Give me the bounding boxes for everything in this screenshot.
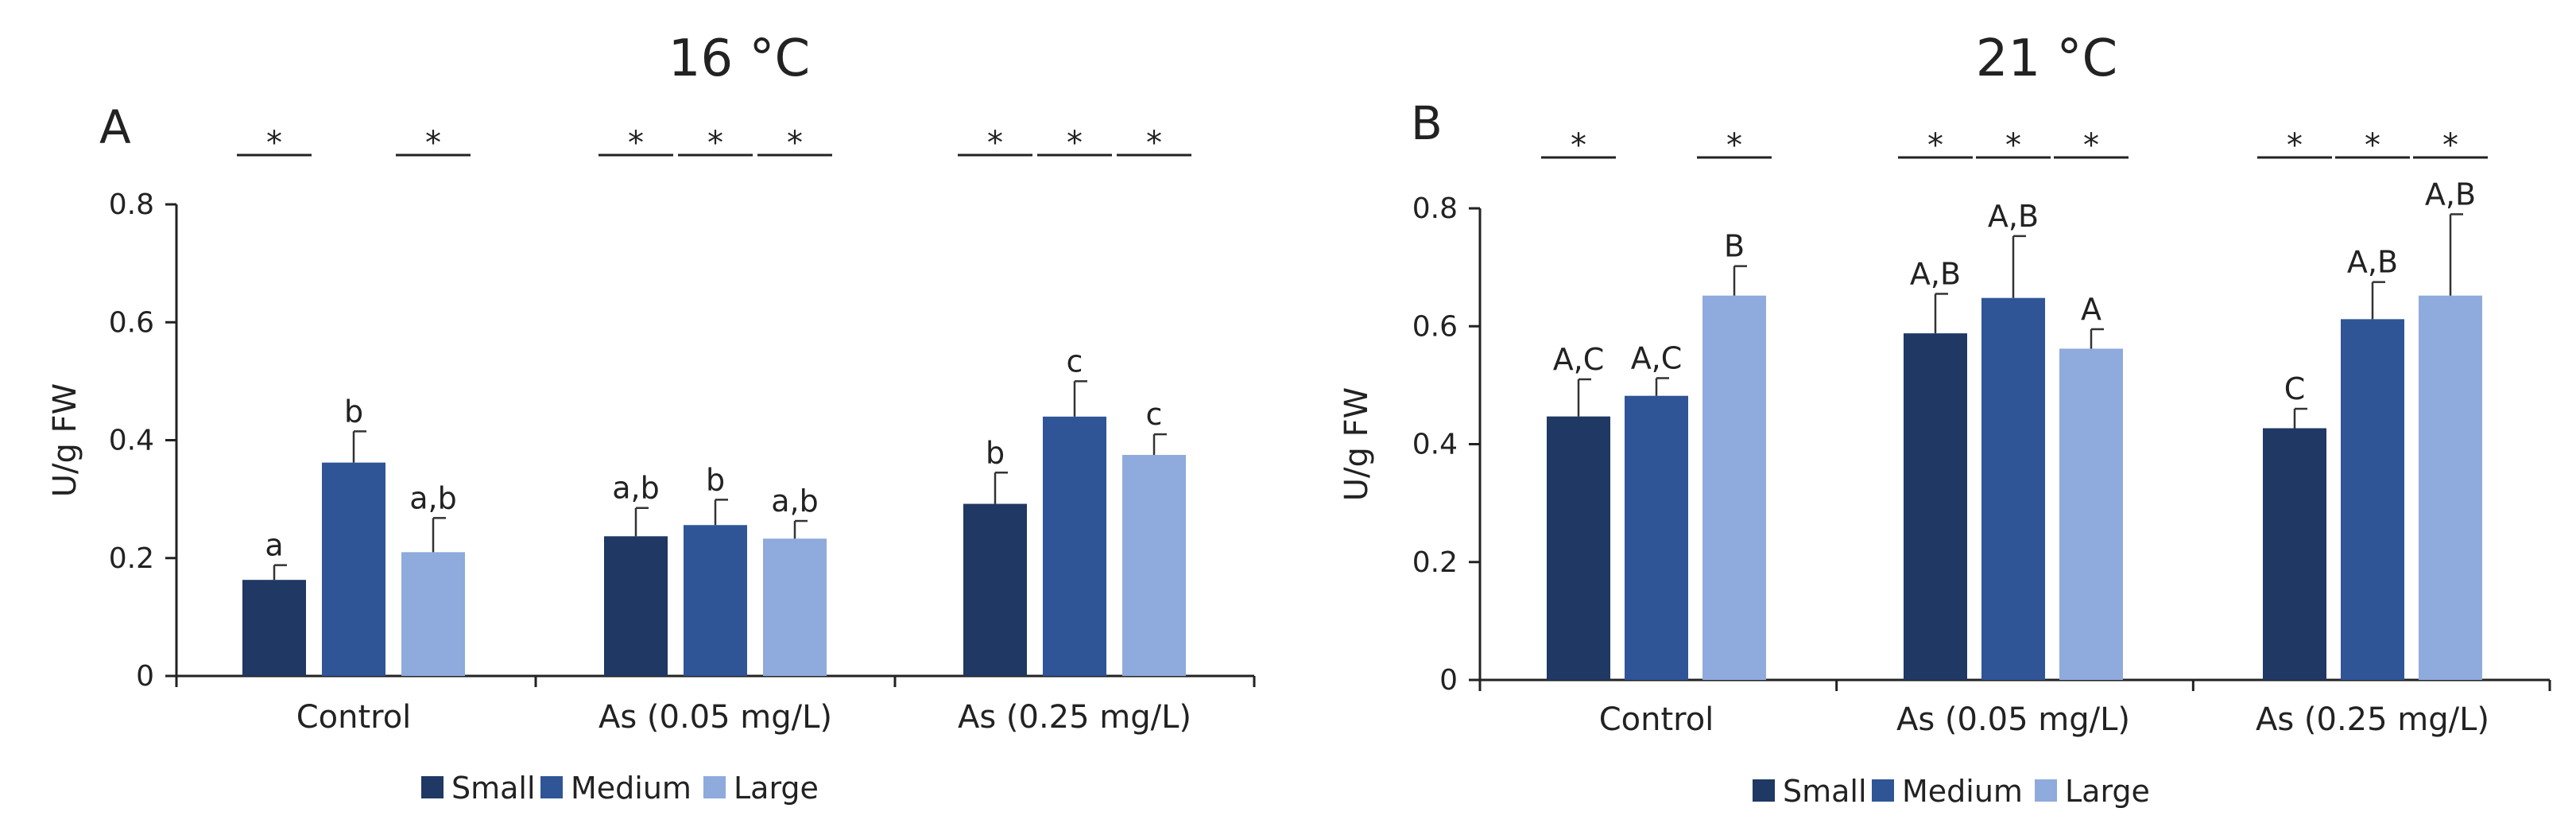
y-tick-label: 0.2 bbox=[1412, 546, 1458, 579]
significance-star: * bbox=[2005, 127, 2021, 164]
data-label: c bbox=[1146, 397, 1163, 432]
data-label: A,B bbox=[2425, 177, 2476, 212]
bar bbox=[604, 536, 668, 676]
significance-star: * bbox=[1146, 125, 1162, 161]
y-tick-label: 0 bbox=[136, 660, 154, 693]
data-label: a,b bbox=[409, 480, 457, 515]
bar bbox=[763, 538, 827, 676]
data-label: A,C bbox=[1631, 340, 1683, 375]
legend-swatch bbox=[1872, 779, 1894, 802]
bar bbox=[963, 503, 1027, 676]
data-label: A,B bbox=[1988, 199, 2039, 234]
significance-star: * bbox=[1571, 127, 1586, 164]
significance-star: * bbox=[2287, 127, 2303, 164]
chart-title: 16 °C bbox=[668, 29, 810, 88]
data-label: A,B bbox=[2347, 245, 2398, 280]
panel-b: 21 °C B 0 0.2 0.4 0.6 0.8 U/g FW Control A,C A,C B *… bbox=[1338, 29, 2551, 809]
legend-swatch bbox=[2035, 779, 2057, 802]
legend-label: Large bbox=[2065, 774, 2150, 809]
x-category-label: As (0.25 mg/L) bbox=[958, 699, 1191, 736]
significance-star: * bbox=[1067, 125, 1083, 161]
bar bbox=[401, 552, 465, 676]
legend-swatch bbox=[540, 776, 563, 798]
legend-label: Small bbox=[451, 771, 536, 806]
y-tick-label: 0.8 bbox=[109, 188, 154, 221]
bar bbox=[1122, 455, 1186, 676]
data-label: b bbox=[986, 435, 1005, 470]
bar bbox=[2059, 348, 2123, 680]
significance-star: * bbox=[2442, 127, 2458, 164]
bar bbox=[2419, 295, 2482, 680]
y-tick-label: 0.6 bbox=[1412, 310, 1458, 343]
significance-star: * bbox=[425, 125, 441, 161]
bar bbox=[2341, 319, 2404, 680]
x-category-label: As (0.25 mg/L) bbox=[2256, 701, 2489, 738]
legend-swatch bbox=[1753, 779, 1775, 802]
data-label: A,B bbox=[1910, 256, 1961, 291]
data-label: a,b bbox=[771, 484, 819, 519]
y-tick-label: 0.2 bbox=[109, 542, 154, 575]
legend-label: Large bbox=[734, 771, 819, 806]
bar bbox=[242, 580, 306, 676]
bar bbox=[1904, 333, 1967, 680]
bar bbox=[1043, 416, 1106, 676]
bar bbox=[1547, 416, 1610, 680]
panel-letter: B bbox=[1411, 96, 1443, 150]
bar bbox=[322, 462, 385, 676]
data-label: b bbox=[344, 394, 363, 429]
data-label: B bbox=[1724, 229, 1745, 264]
legend-label: Medium bbox=[571, 771, 691, 806]
significance-star: * bbox=[1927, 127, 1943, 164]
x-category-label: Control bbox=[1599, 701, 1714, 738]
data-label: b bbox=[706, 462, 725, 497]
x-category-label: Control bbox=[296, 699, 412, 736]
data-label: C bbox=[2284, 371, 2306, 406]
data-label: c bbox=[1067, 344, 1083, 379]
legend-label: Medium bbox=[1902, 774, 2023, 809]
data-label: a bbox=[265, 528, 283, 563]
data-label: A bbox=[2081, 292, 2101, 327]
y-axis-label: U/g FW bbox=[1338, 387, 1375, 501]
data-label: a,b bbox=[612, 471, 660, 506]
data-label: A,C bbox=[1553, 342, 1605, 377]
bar bbox=[1981, 297, 2045, 680]
x-category-label: As (0.05 mg/L) bbox=[598, 699, 832, 736]
panel-a: 16 °C A 0 0.2 0.4 0.6 0.8 U/g FW Control a b a,b * * A… bbox=[47, 29, 1256, 806]
significance-star: * bbox=[1726, 127, 1742, 164]
bar bbox=[684, 525, 747, 676]
y-tick-label: 0 bbox=[1439, 664, 1458, 697]
significance-star: * bbox=[987, 125, 1003, 161]
y-tick-label: 0.6 bbox=[109, 306, 154, 339]
panel-letter: A bbox=[99, 100, 131, 154]
significance-star: * bbox=[266, 125, 282, 161]
significance-star: * bbox=[707, 125, 723, 161]
legend-swatch bbox=[421, 776, 444, 798]
legend-label: Small bbox=[1783, 774, 1867, 809]
legend-swatch bbox=[703, 776, 726, 798]
bar bbox=[1702, 295, 1766, 680]
x-category-label: As (0.05 mg/L) bbox=[1896, 701, 2130, 738]
bar bbox=[2263, 428, 2326, 680]
chart-title: 21 °C bbox=[1976, 29, 2117, 88]
y-tick-label: 0.8 bbox=[1412, 192, 1458, 225]
y-tick-label: 0.4 bbox=[109, 425, 154, 457]
bar bbox=[1625, 395, 1688, 680]
significance-star: * bbox=[2083, 127, 2099, 164]
y-axis-label: U/g FW bbox=[47, 383, 83, 497]
significance-star: * bbox=[628, 125, 644, 161]
significance-star: * bbox=[787, 125, 803, 161]
significance-star: * bbox=[2365, 127, 2380, 164]
y-tick-label: 0.4 bbox=[1412, 429, 1458, 461]
